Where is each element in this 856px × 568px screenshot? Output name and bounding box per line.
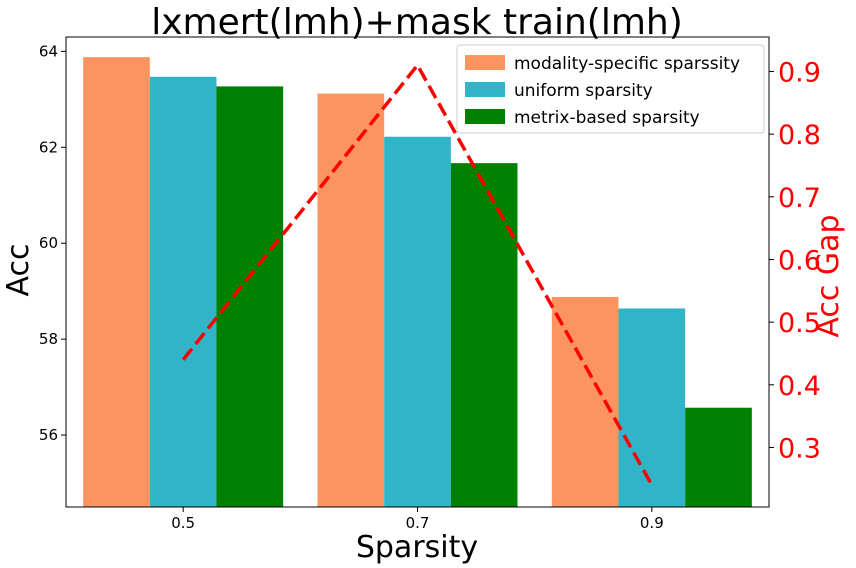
x-tick-label-1: 0.7 (406, 514, 430, 532)
y2-axis-ticks: 0.3 0.4 0.5 0.6 0.7 0.8 0.9 (769, 57, 821, 464)
legend-box (456, 44, 765, 134)
x-axis-ticks: 0.5 0.7 0.9 (171, 507, 664, 532)
y-axis-ticks: 56 58 60 62 64 (39, 42, 66, 444)
gap-line-group (181, 62, 654, 486)
legend-swatch-0 (465, 55, 505, 70)
legend-swatch-2 (465, 109, 505, 124)
legend: modality-specific sparssity uniform spars… (456, 44, 765, 134)
y2-tick-label-5: 0.8 (778, 120, 821, 151)
y-axis-label: Acc (1, 244, 36, 297)
y-tick-label-2: 60 (39, 234, 58, 252)
y2-tick-label-6: 0.9 (778, 57, 821, 88)
y2-tick-label-0: 0.3 (778, 433, 821, 464)
acc-gap-line (181, 62, 654, 486)
y2-tick-label-4: 0.7 (778, 183, 821, 214)
bar-2-0 (216, 86, 284, 508)
bar-0-0 (83, 57, 150, 508)
y2-tick-label-3: 0.6 (778, 245, 821, 276)
bar-1-0 (149, 76, 217, 507)
x-tick-label-2: 0.9 (640, 514, 664, 532)
bar-2-1 (450, 163, 518, 507)
legend-label-2: metrix-based sparsity (514, 108, 700, 128)
bars-group (83, 57, 752, 508)
bar-1-1 (384, 136, 451, 507)
x-tick-label-0: 0.5 (171, 514, 195, 532)
bar-0-1 (317, 93, 385, 508)
bar-0-2 (551, 296, 619, 507)
y-tick-label-4: 64 (39, 42, 58, 60)
chart-title: lxmert(lmh)+mask train(lmh) (151, 2, 683, 43)
y-tick-label-0: 56 (39, 426, 58, 444)
legend-label-1: uniform sparsity (514, 81, 653, 101)
y2-axis-label: Acc Gap (811, 214, 846, 337)
y2-tick-label-1: 0.4 (778, 371, 821, 402)
bar-2-2 (685, 407, 752, 507)
y2-tick-label-2: 0.5 (778, 308, 821, 339)
legend-label-0: modality-specific sparssity (514, 54, 740, 74)
y-tick-label-1: 58 (39, 330, 58, 348)
x-axis-label: Sparsity (356, 530, 478, 565)
y-tick-label-3: 62 (39, 138, 58, 156)
legend-swatch-1 (465, 82, 505, 97)
bar-1-2 (618, 308, 686, 507)
